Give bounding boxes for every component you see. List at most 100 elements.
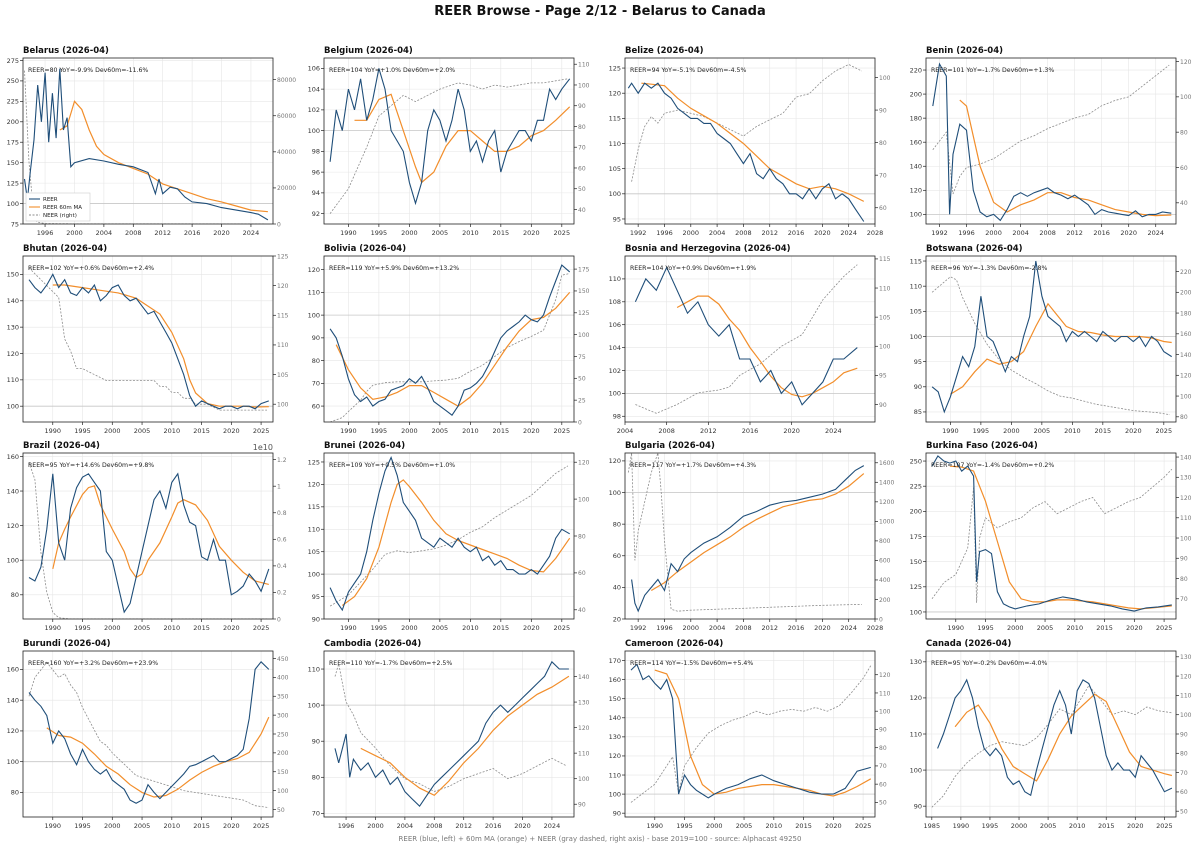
y-tick-label: 115 [609, 115, 621, 123]
x-tick-label: 2012 [1066, 229, 1083, 237]
plot-frame [925, 255, 1177, 423]
y-tick-label: 200 [7, 118, 19, 126]
reer-series-line [329, 68, 571, 206]
y2-tick-label: 20000 [277, 185, 296, 192]
y-tick-label: 140 [609, 714, 621, 722]
y-tick-label: 275 [7, 57, 19, 65]
x-tick-label: 2020 [814, 624, 831, 632]
y2-tick-label: 800 [879, 538, 891, 545]
x-tick-label: 2020 [523, 624, 540, 632]
y2-tick-label: 80 [578, 124, 586, 131]
x-tick-label: 1990 [44, 427, 61, 435]
y2-tick-label: 90 [578, 802, 586, 809]
x-tick-label: 2008 [658, 427, 675, 435]
y-tick-label: 90 [914, 802, 922, 810]
plot-frame [925, 452, 1177, 620]
x-tick-label: 2020 [814, 229, 831, 237]
chart-stats: REER=110 YoY=-1.7% Dev60m=+2.5% [329, 660, 452, 667]
y-tick-label: 140 [7, 696, 19, 704]
y2-tick-label: 120 [879, 672, 891, 679]
y2-tick-label: 90 [879, 402, 887, 409]
x-tick-label: 1996 [656, 229, 673, 237]
reer-ma-series-line [676, 295, 858, 398]
y2-tick-label: 60000 [277, 113, 296, 120]
x-tick-label: 1995 [371, 427, 388, 435]
plot-frame [323, 57, 575, 225]
y2-exponent-label: 1e10 [253, 443, 273, 452]
y2-tick-label: 60 [1180, 165, 1188, 172]
neer-series-line [931, 276, 1170, 416]
x-tick-label: 2005 [1034, 427, 1051, 435]
x-tick-label: 2000 [401, 624, 418, 632]
x-tick-label: 1995 [74, 822, 91, 830]
x-tick-label: 2024 [544, 822, 561, 830]
y2-tick-label: 175 [578, 266, 590, 273]
neer-series-line [630, 665, 872, 803]
reer-ma-series-line [641, 82, 865, 202]
plot-frame [624, 57, 876, 225]
x-tick-label: 2008 [125, 229, 142, 237]
y-tick-label: 80 [11, 789, 19, 797]
y-tick-label: 106 [609, 321, 621, 329]
reer-ma-series-line [959, 99, 1172, 217]
y2-tick-label: 25 [578, 397, 586, 404]
y2-tick-label: 160 [1180, 331, 1192, 338]
chart-panel: 1990 1995 2000 2005 2010 2015 2020 2025 90 100 110… [609, 639, 891, 830]
x-tick-label: 2010 [164, 427, 181, 435]
y-tick-label: 96 [312, 168, 320, 176]
x-tick-label: 2016 [788, 624, 805, 632]
y2-tick-label: 40000 [277, 149, 296, 156]
y-tick-label: 100 [609, 489, 621, 497]
x-tick-label: 2010 [462, 624, 479, 632]
reer-ma-series-line [650, 473, 865, 592]
plot-frame [22, 255, 274, 423]
y2-tick-label: 70 [578, 145, 586, 152]
y2-tick-label: 0.4 [277, 563, 287, 570]
y2-tick-label: 1400 [879, 480, 894, 487]
x-tick-label: 2025 [1156, 427, 1173, 435]
y-tick-label: 225 [910, 483, 922, 491]
x-tick-label: 2024 [1147, 229, 1164, 237]
y-tick-label: 110 [308, 526, 320, 534]
reer-ma-series-line [52, 485, 269, 585]
x-tick-label: 2020 [223, 822, 240, 830]
y2-tick-label: 100 [879, 344, 891, 351]
neer-series-line [334, 663, 567, 792]
x-tick-label: 2012 [761, 229, 778, 237]
x-tick-label: 2015 [795, 822, 812, 830]
reer-ma-series-line [950, 302, 1172, 395]
y-tick-label: 200 [910, 508, 922, 516]
y2-tick-label: 110 [879, 285, 891, 292]
neer-series-line [28, 267, 267, 411]
x-tick-label: 2000 [1011, 822, 1028, 830]
x-tick-label: 1995 [371, 624, 388, 632]
y2-tick-label: 120 [578, 725, 590, 732]
y2-tick-label: 100 [277, 402, 289, 409]
x-tick-label: 2016 [742, 427, 759, 435]
x-tick-label: 1990 [340, 624, 357, 632]
x-tick-label: 2000 [706, 822, 723, 830]
y-tick-label: 100 [308, 311, 320, 319]
chart-panel: 2004 2008 2012 2016 2020 2024 98 100 102 104 106 10… [609, 244, 891, 435]
x-tick-label: 1995 [74, 427, 91, 435]
reer-series-line [329, 264, 571, 416]
x-tick-label: 2000 [66, 229, 83, 237]
y-tick-label: 100 [308, 127, 320, 135]
y2-tick-label: 1600 [879, 460, 894, 467]
y-tick-label: 110 [609, 140, 621, 148]
chart-panel: 1990 1995 2000 2005 2010 2015 2020 2025 90 95 100 1… [308, 441, 590, 632]
plot-frame [925, 57, 1177, 225]
x-tick-label: 2010 [1067, 624, 1084, 632]
x-tick-label: 2025 [855, 822, 872, 830]
chart-title: Bolivia (2026-04) [324, 244, 406, 254]
y-tick-label: 140 [910, 163, 922, 171]
chart-stats: REER=114 YoY=-1.5% Dev60m=+5.4% [630, 660, 753, 667]
x-tick-label: 2010 [1064, 427, 1081, 435]
chart-stats: REER=80 YoY=-9.9% Dev60m=-11.6% [28, 67, 148, 74]
x-tick-label: 1996 [37, 229, 54, 237]
x-tick-label: 2004 [617, 427, 634, 435]
chart-panel: 1992 1996 2000 2004 2008 2012 2016 2020 2024 100 1… [910, 46, 1192, 237]
y-tick-label: 160 [7, 453, 19, 461]
y2-tick-label: 180 [1180, 310, 1192, 317]
